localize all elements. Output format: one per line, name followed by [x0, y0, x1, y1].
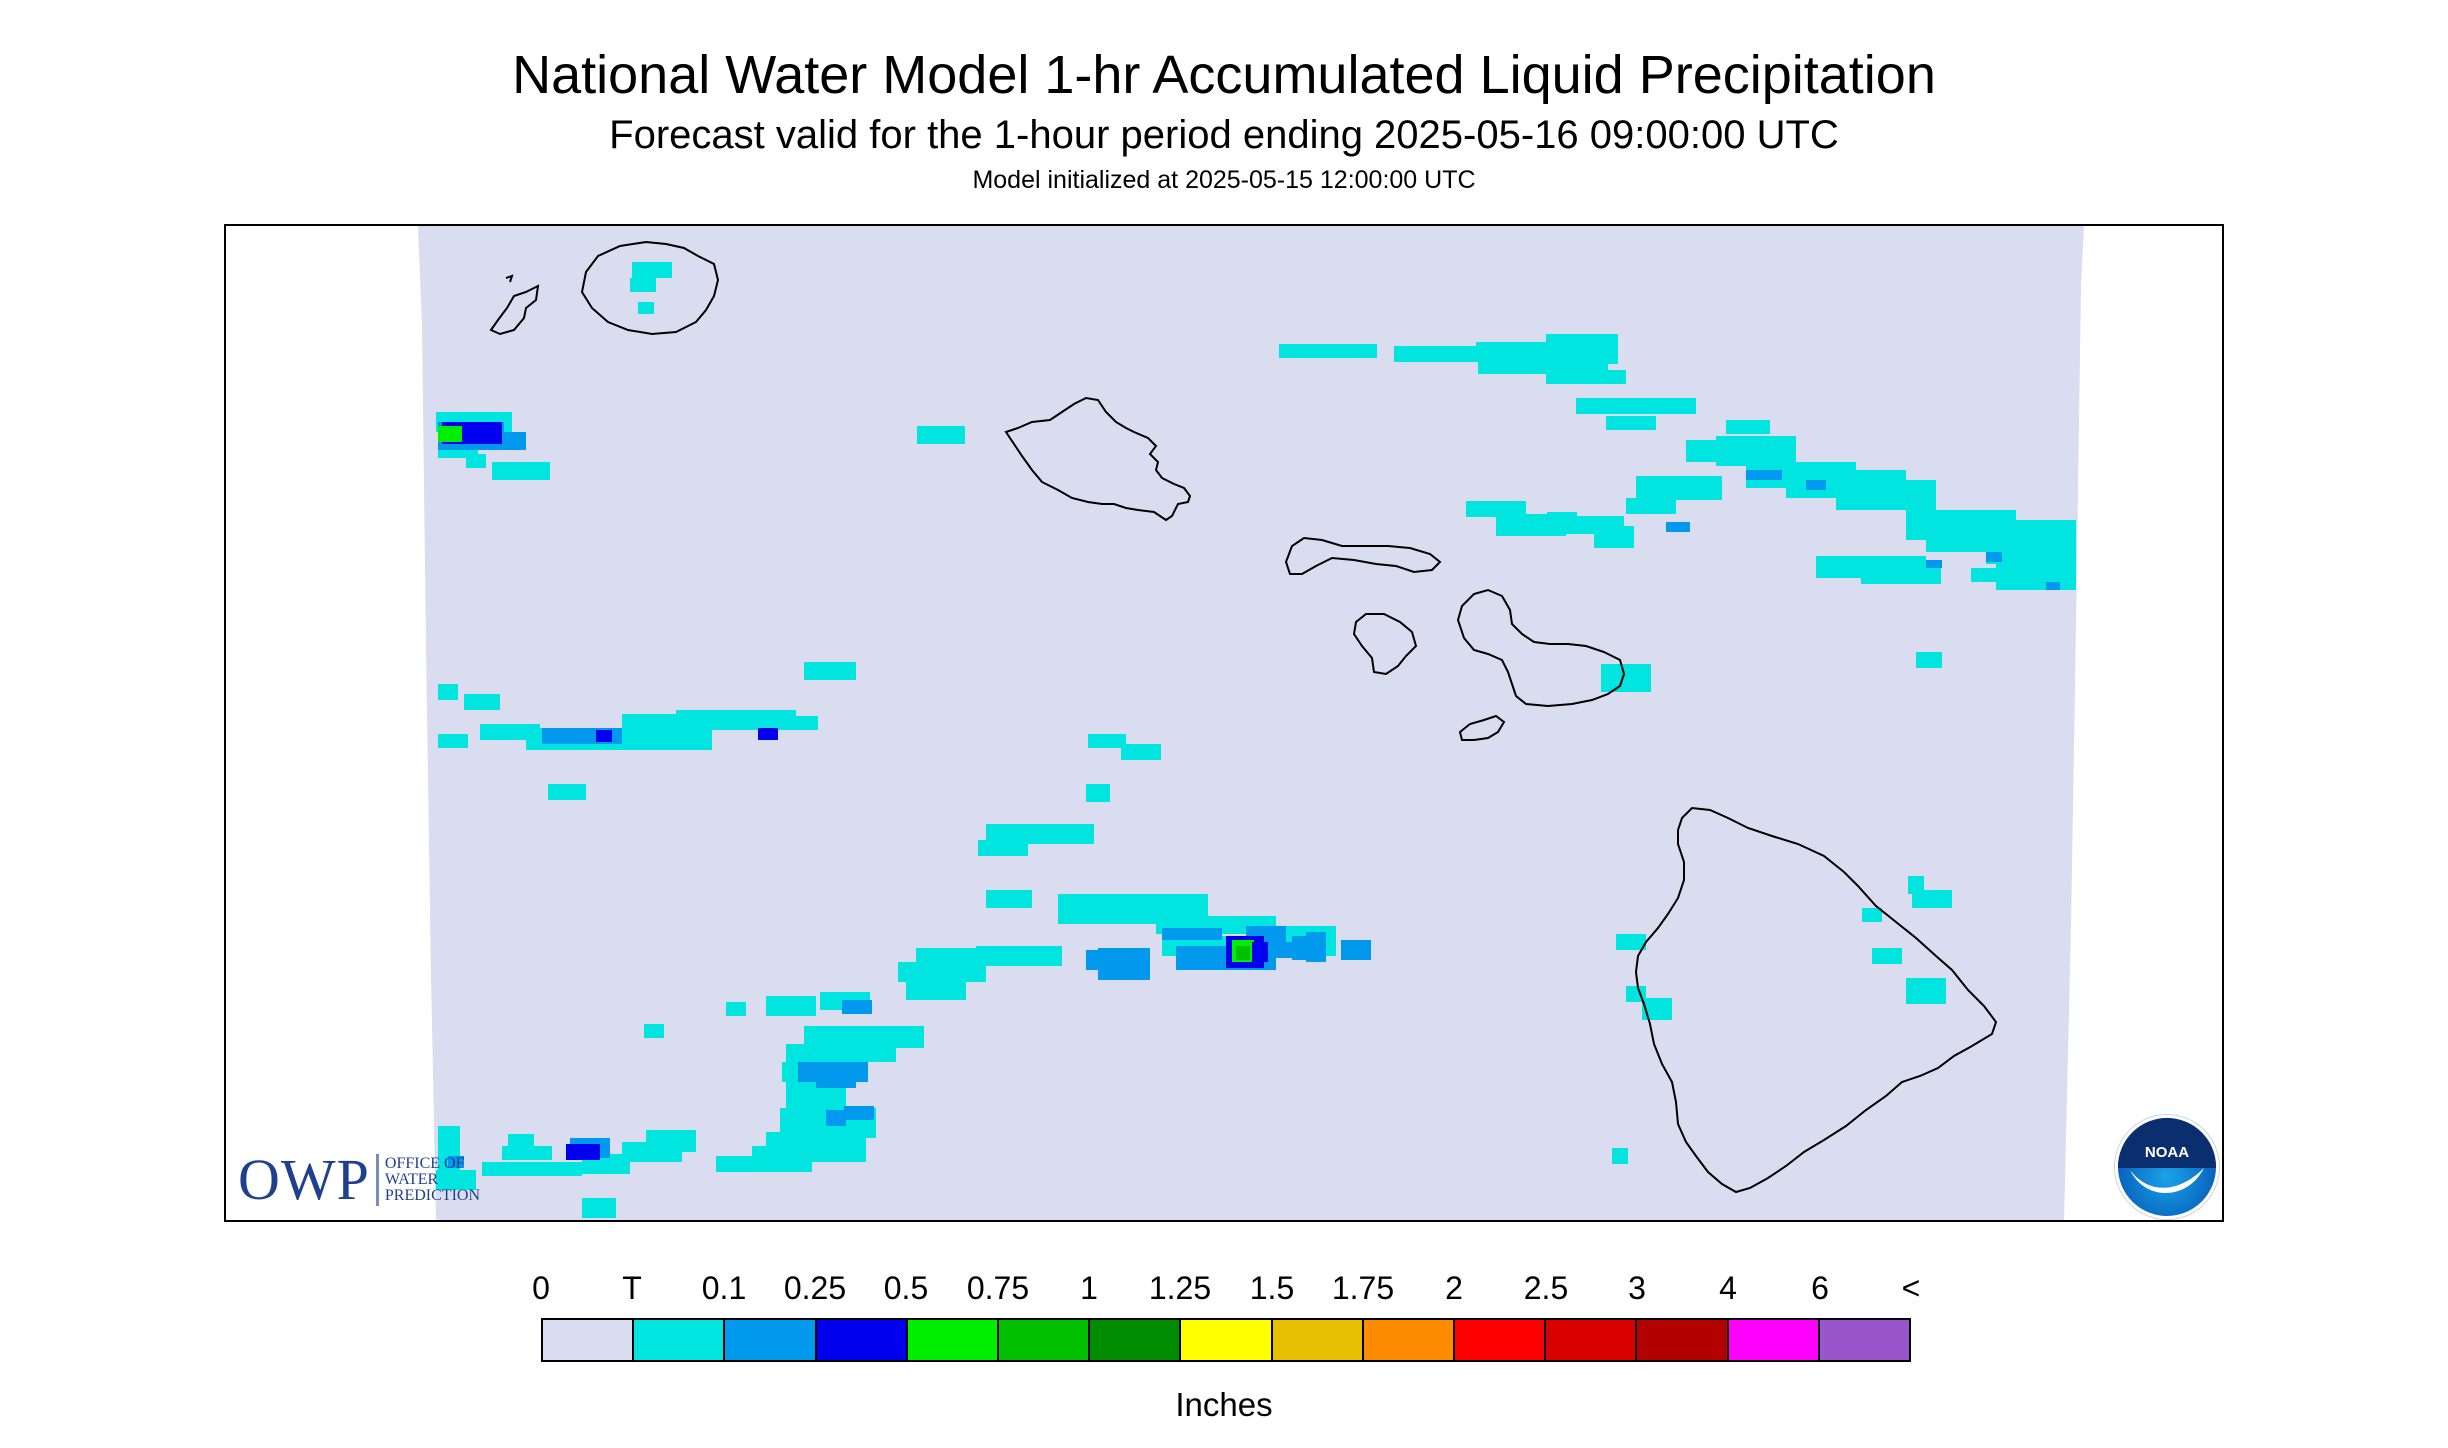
owp-logo: OWP OFFICE OF WATER PREDICTION: [238, 1150, 480, 1210]
legend-tick: <: [1901, 1270, 1921, 1306]
legend-swatch: [816, 1320, 908, 1360]
owp-logo-text: OWP: [238, 1147, 370, 1212]
legend-swatch: [1637, 1320, 1729, 1360]
legend-tick: 0.5: [883, 1270, 929, 1306]
legend-tick: 3: [1628, 1270, 1646, 1306]
legend-tick: 1.25: [1148, 1270, 1212, 1306]
owp-logo-subtext: OFFICE OF WATER PREDICTION: [385, 1156, 480, 1204]
maui-outline: [1456, 588, 1626, 708]
model-domain: [418, 226, 2084, 1220]
legend-tick: 1.5: [1249, 1270, 1295, 1306]
owp-line-3: PREDICTION: [384, 1187, 480, 1204]
legend-tick: 1: [1080, 1270, 1098, 1306]
legend-swatch: [1272, 1320, 1364, 1360]
legend-swatch: [1363, 1320, 1456, 1360]
kahoolawe-outline: [1458, 714, 1506, 741]
legend-swatch: [907, 1320, 1000, 1360]
noaa-logo-sky: [2118, 1118, 2216, 1168]
map-subtitle: Forecast valid for the 1-hour period end…: [609, 113, 1839, 157]
big-island-outline: [1634, 806, 1998, 1194]
legend-tick: 0.75: [966, 1270, 1030, 1306]
map-canvas: [418, 226, 2084, 1220]
legend-swatch: [634, 1320, 726, 1360]
owp-logo-divider: [375, 1154, 379, 1206]
legend-tick: 2: [1445, 1270, 1463, 1306]
legend-tick: 0.25: [783, 1270, 847, 1306]
noaa-logo: NOAA: [2115, 1115, 2219, 1219]
legend-swatch: [1819, 1320, 1910, 1360]
lanai-outline: [1352, 613, 1418, 676]
color-legend: [541, 1318, 1911, 1362]
legend-swatch: [1090, 1320, 1182, 1360]
legend-tick: 1.75: [1331, 1270, 1395, 1306]
model-init-time: Model initialized at 2025-05-15 12:00:00…: [972, 166, 1476, 194]
legend-tick: 6: [1811, 1270, 1829, 1306]
legend-tick: 2.5: [1523, 1270, 1569, 1306]
legend-swatch: [1728, 1320, 1820, 1360]
legend-units: Inches: [1175, 1386, 1273, 1423]
legend-swatch: [1455, 1320, 1547, 1360]
niihau-outline: [489, 274, 540, 336]
legend-tick: 0.1: [701, 1270, 747, 1306]
oahu-outline: [1004, 396, 1192, 522]
legend-swatch: [725, 1320, 817, 1360]
kauai-outline: [580, 240, 720, 336]
noaa-logo-text: NOAA: [2144, 1144, 2190, 1161]
island-coastlines: [489, 240, 1998, 1194]
molokai-outline: [1284, 536, 1442, 575]
precipitation-map: [224, 224, 2224, 1222]
legend-tick: T: [622, 1270, 642, 1306]
legend-swatch: [999, 1320, 1091, 1360]
owp-line-2: WATER: [384, 1171, 439, 1188]
legend-tick: 0: [532, 1270, 550, 1306]
noaa-bird-icon: [2130, 1168, 2204, 1194]
owp-line-1: OFFICE OF: [384, 1155, 465, 1172]
legend-swatch: [543, 1320, 635, 1360]
legend-tick: 4: [1719, 1270, 1737, 1306]
legend-swatch: [1181, 1320, 1273, 1360]
legend-swatch: [1546, 1320, 1638, 1360]
map-title: National Water Model 1-hr Accumulated Li…: [512, 45, 1936, 105]
